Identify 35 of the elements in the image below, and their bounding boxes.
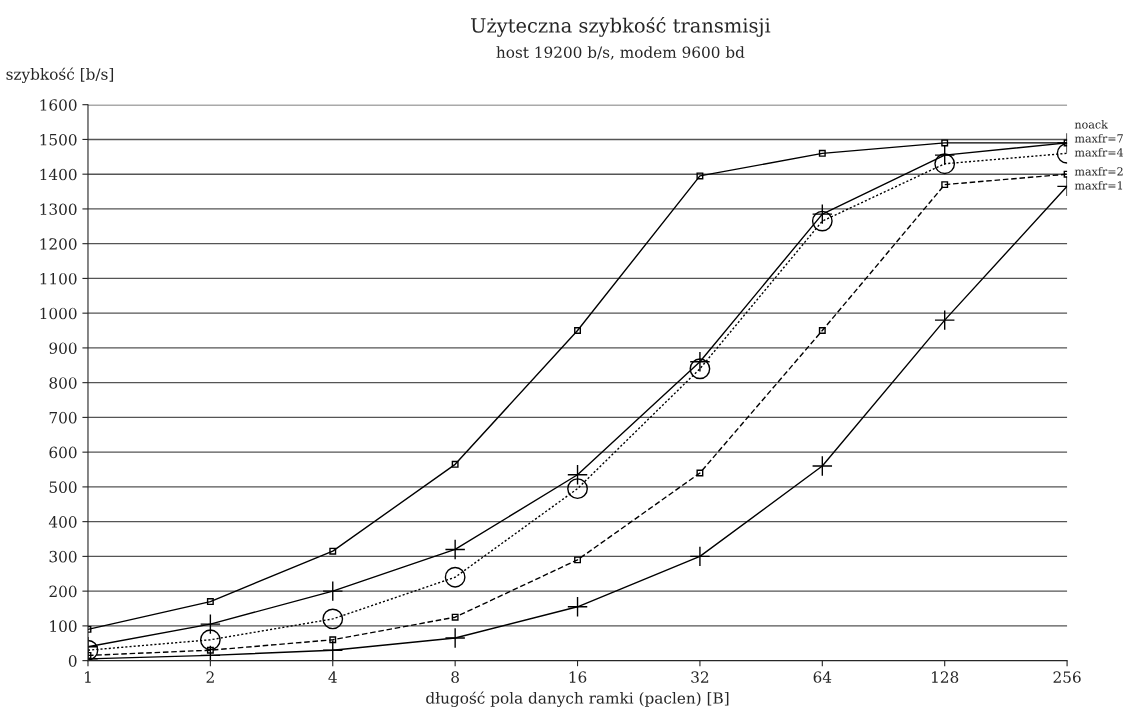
y-tick-label: 500 (49, 481, 77, 493)
y-tick-label: 0 (68, 655, 77, 667)
y-tick-label: 1300 (40, 203, 77, 215)
y-tick-label: 300 (49, 550, 77, 563)
series-label: maxfr=7 (1074, 133, 1123, 143)
x-tick-label: 64 (813, 671, 832, 683)
x-tick-label: 1 (84, 671, 91, 683)
y-tick-label: 800 (49, 377, 77, 389)
y-axis-title: szybkość [b/s] (6, 67, 114, 84)
x-tick-label: 128 (931, 671, 959, 683)
y-tick-label: 400 (48, 516, 77, 528)
y-tick-label: 100 (50, 620, 77, 632)
series-label: maxfr=1 (1074, 180, 1123, 190)
y-tick-label: 900 (49, 342, 77, 354)
y-tick-label: 700 (49, 411, 77, 424)
x-tick-label: 32 (691, 671, 709, 683)
y-tick-label: 1200 (40, 238, 77, 250)
y-tick-label: 1400 (40, 168, 77, 181)
series-label: noack (1074, 119, 1108, 129)
y-tick-label: 600 (49, 446, 77, 459)
x-tick-label: 4 (328, 671, 337, 683)
chart-title: Użyteczna szybkość transmisji (470, 16, 771, 37)
chart-subtitle: host 19200 b/s, modem 9600 bd (496, 46, 745, 60)
x-tick-label: 16 (569, 671, 587, 683)
x-tick-label: 256 (1053, 671, 1081, 683)
x-tick-label: 2 (206, 671, 214, 683)
y-tick-label: 1000 (40, 307, 77, 320)
x-tick-label: 8 (451, 671, 459, 683)
y-tick-label: 1600 (40, 99, 77, 111)
y-tick-label: 1500 (40, 133, 77, 146)
y-tick-label: 200 (49, 585, 77, 598)
series-label: maxfr=4 (1074, 147, 1124, 157)
x-axis-title: długość pola danych ramki (paclen) [B] (426, 691, 729, 707)
y-tick-label: 1100 (40, 272, 77, 285)
series-label: maxfr=2 (1074, 166, 1123, 176)
